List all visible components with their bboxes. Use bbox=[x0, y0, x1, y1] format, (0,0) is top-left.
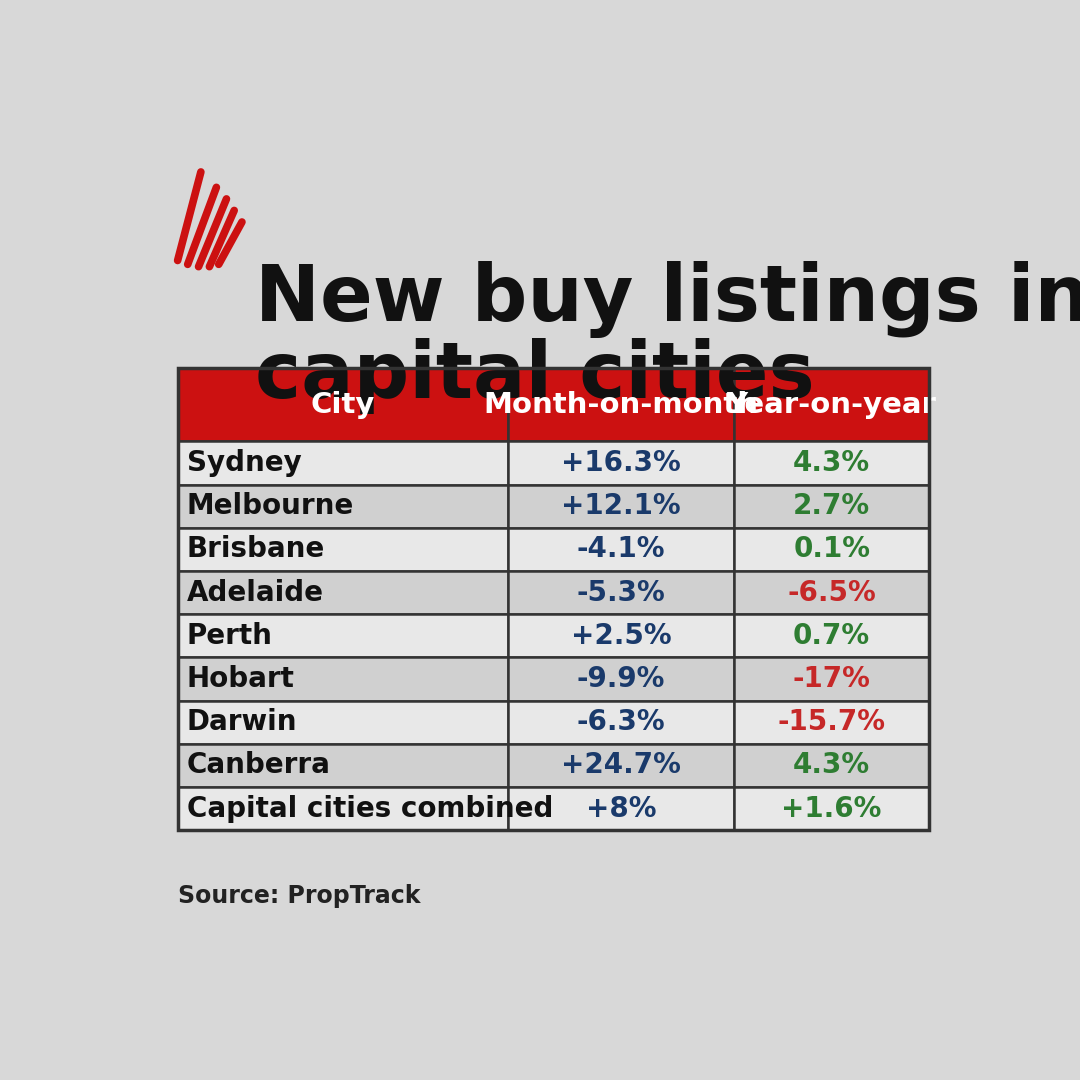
Bar bbox=[734, 744, 930, 787]
Text: +24.7%: +24.7% bbox=[562, 752, 681, 780]
Text: Melbourne: Melbourne bbox=[187, 492, 354, 521]
Bar bbox=[734, 615, 930, 658]
Bar bbox=[734, 658, 930, 701]
Text: -15.7%: -15.7% bbox=[778, 708, 886, 737]
Text: New buy listings in: New buy listings in bbox=[255, 260, 1080, 337]
Text: Capital cities combined: Capital cities combined bbox=[187, 795, 553, 823]
Text: Year-on-year: Year-on-year bbox=[727, 391, 936, 419]
Bar bbox=[734, 571, 930, 615]
Text: City: City bbox=[311, 391, 375, 419]
Text: Brisbane: Brisbane bbox=[187, 536, 325, 564]
Bar bbox=[734, 787, 930, 831]
Bar bbox=[509, 615, 734, 658]
Bar bbox=[734, 485, 930, 528]
Bar bbox=[509, 368, 734, 442]
Bar bbox=[177, 442, 509, 485]
Text: 4.3%: 4.3% bbox=[793, 752, 870, 780]
Text: Source: PropTrack: Source: PropTrack bbox=[177, 885, 420, 908]
Text: -17%: -17% bbox=[793, 665, 870, 693]
Bar bbox=[177, 528, 509, 571]
Bar bbox=[734, 442, 930, 485]
Text: +2.5%: +2.5% bbox=[571, 622, 672, 650]
Text: Hobart: Hobart bbox=[187, 665, 295, 693]
Text: Adelaide: Adelaide bbox=[187, 579, 324, 607]
Bar bbox=[509, 571, 734, 615]
Text: 4.3%: 4.3% bbox=[793, 449, 870, 477]
Bar bbox=[509, 658, 734, 701]
Bar bbox=[509, 744, 734, 787]
Bar bbox=[177, 701, 509, 744]
Text: Canberra: Canberra bbox=[187, 752, 330, 780]
Text: +16.3%: +16.3% bbox=[562, 449, 681, 477]
Bar bbox=[177, 787, 509, 831]
Text: +1.6%: +1.6% bbox=[782, 795, 882, 823]
Bar bbox=[734, 528, 930, 571]
Bar bbox=[509, 528, 734, 571]
Bar bbox=[177, 658, 509, 701]
Bar bbox=[177, 368, 509, 442]
Bar bbox=[177, 571, 509, 615]
Text: Perth: Perth bbox=[187, 622, 272, 650]
Text: 0.1%: 0.1% bbox=[793, 536, 870, 564]
Bar bbox=[509, 485, 734, 528]
Text: Month-on-month: Month-on-month bbox=[484, 391, 758, 419]
Bar bbox=[177, 485, 509, 528]
Text: Darwin: Darwin bbox=[187, 708, 297, 737]
Bar bbox=[177, 368, 930, 831]
Text: +8%: +8% bbox=[586, 795, 657, 823]
Text: 2.7%: 2.7% bbox=[793, 492, 870, 521]
Bar bbox=[177, 744, 509, 787]
Bar bbox=[509, 701, 734, 744]
Bar bbox=[734, 701, 930, 744]
Bar bbox=[509, 442, 734, 485]
Bar bbox=[177, 615, 509, 658]
Text: -5.3%: -5.3% bbox=[577, 579, 665, 607]
Text: -6.3%: -6.3% bbox=[577, 708, 665, 737]
Text: -4.1%: -4.1% bbox=[577, 536, 665, 564]
Text: -9.9%: -9.9% bbox=[577, 665, 665, 693]
Bar bbox=[734, 368, 930, 442]
Text: capital cities: capital cities bbox=[255, 337, 814, 414]
Text: -6.5%: -6.5% bbox=[787, 579, 876, 607]
Text: Sydney: Sydney bbox=[187, 449, 301, 477]
Text: 0.7%: 0.7% bbox=[793, 622, 870, 650]
Bar bbox=[509, 787, 734, 831]
Text: +12.1%: +12.1% bbox=[562, 492, 681, 521]
